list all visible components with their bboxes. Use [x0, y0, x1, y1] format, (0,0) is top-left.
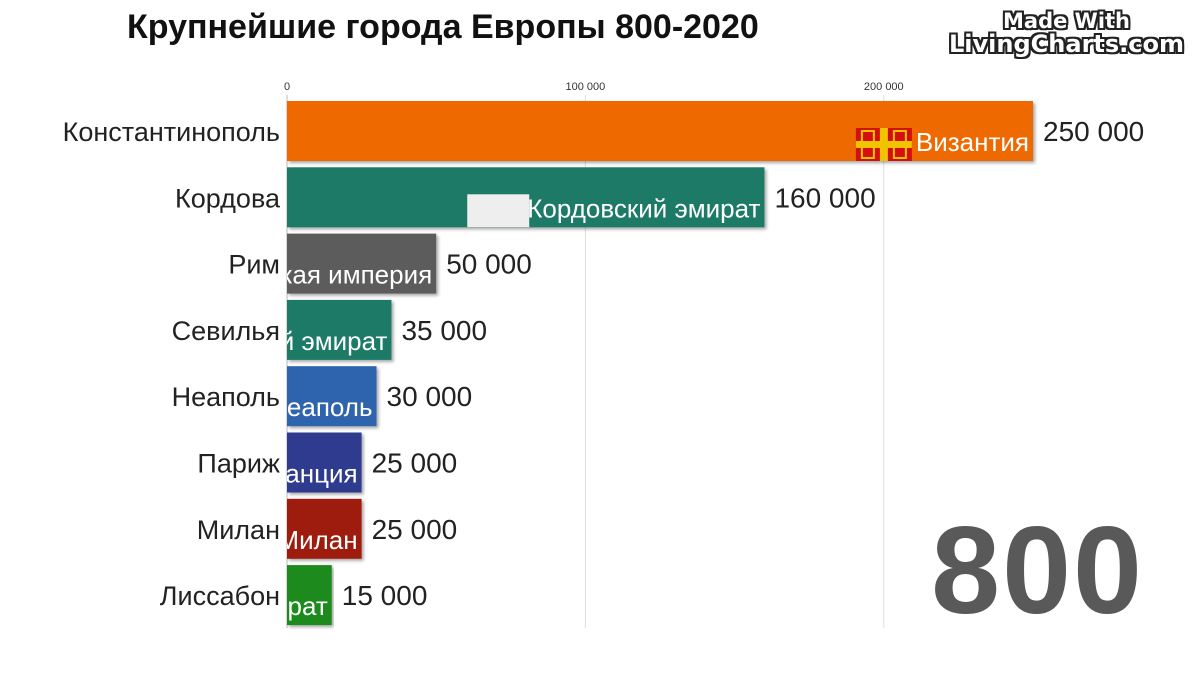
- byzantine-flag-icon: [855, 128, 912, 161]
- entity-label: Милан: [277, 525, 357, 555]
- entity-label: Византия: [916, 127, 1029, 157]
- entity-label: анция: [285, 459, 357, 489]
- bar-row: Византия Константинополь 250 000: [63, 101, 1144, 161]
- entity-label: кая империя: [280, 260, 432, 290]
- watermark-line-2: LivingCharts.com: [949, 30, 1184, 59]
- value-label: 160 000: [774, 182, 875, 213]
- city-label: Париж: [197, 449, 280, 479]
- bar: [287, 233, 437, 294]
- value-label: 30 000: [387, 381, 473, 412]
- bars: Византия Константинополь 250 000 Кордовский…: [63, 101, 1144, 626]
- city-label: Рим: [228, 250, 280, 280]
- value-label: 50 000: [446, 249, 532, 280]
- city-label: Неаполь: [172, 382, 280, 412]
- entity-label: й эмират: [280, 326, 388, 356]
- value-label: 25 000: [372, 448, 458, 479]
- entity-label: Кордовский эмират: [527, 193, 760, 223]
- city-label: Севилья: [172, 316, 280, 346]
- entity-label: рат: [287, 591, 327, 621]
- white-flag-icon: [467, 194, 530, 228]
- tick-label: 0: [284, 81, 290, 93]
- city-label: Милан: [197, 515, 280, 545]
- tick-label: 200 000: [864, 81, 904, 93]
- value-label: 250 000: [1043, 116, 1144, 147]
- bar: [287, 299, 392, 360]
- city-label: Лиссабон: [160, 581, 280, 611]
- bar: [287, 565, 332, 626]
- bar: [287, 432, 362, 493]
- year-counter: 800: [931, 502, 1144, 640]
- value-label: 15 000: [342, 580, 428, 611]
- chart-title: Крупнейшие города Европы 800-2020: [127, 8, 759, 46]
- watermark-logo: Made With LivingCharts.com: [949, 10, 1184, 57]
- city-label: Кордова: [175, 183, 281, 213]
- bar-row: Кордовский эмират Кордова 160 000: [175, 167, 876, 228]
- city-label: Константинополь: [63, 117, 280, 147]
- entity-label: еаполь: [287, 392, 373, 422]
- bar: [287, 498, 362, 559]
- value-label: 25 000: [372, 514, 458, 545]
- bar: [287, 366, 377, 427]
- value-label: 35 000: [401, 315, 487, 346]
- watermark-line-1: Made With: [1003, 9, 1131, 33]
- tick-label: 100 000: [566, 81, 606, 93]
